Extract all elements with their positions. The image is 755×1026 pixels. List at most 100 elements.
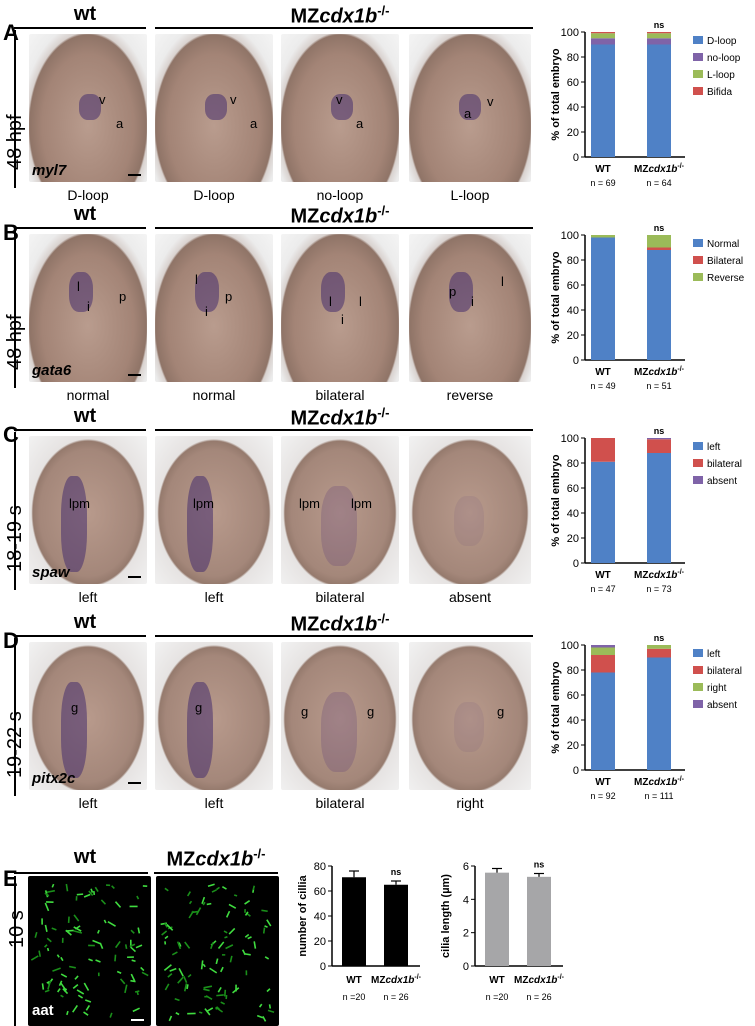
y-tick-label: 20 (314, 936, 326, 948)
cilium (69, 966, 76, 967)
y-tick-label: 40 (567, 102, 579, 114)
cilium (222, 887, 226, 889)
cilium (31, 956, 38, 960)
legend-swatch (693, 459, 703, 467)
cilium (267, 920, 271, 926)
cilium (227, 911, 230, 917)
y-tick-label: 0 (573, 355, 579, 367)
wt-title: wt (40, 3, 130, 26)
bar-segment (647, 33, 671, 38)
x-tick-label: MZcdx1b-/- (634, 366, 685, 378)
cilium (116, 902, 121, 908)
wt-title-rule-e (14, 872, 148, 874)
cilium (244, 954, 251, 955)
bar (342, 877, 366, 966)
cilium (170, 969, 177, 971)
cilium (61, 957, 63, 960)
legend-swatch (693, 36, 703, 44)
cilium (86, 1005, 89, 1010)
wt-title: wt (40, 611, 130, 634)
embryo-image: lpm (29, 436, 147, 584)
legend-swatch (693, 649, 703, 657)
x-tick-label: MZcdx1b-/- (514, 974, 565, 986)
x-tick-label: MZcdx1b-/- (371, 974, 422, 986)
cilium (73, 985, 78, 989)
bar-segment (591, 235, 615, 238)
bar-segment (647, 438, 671, 439)
cilium (98, 930, 99, 933)
cilium (104, 920, 105, 923)
legend-label: left (707, 649, 721, 660)
x-tick-label: WT (595, 367, 611, 378)
n-label: n =20 (343, 992, 366, 1002)
cilium (190, 901, 192, 904)
scale-bar (128, 782, 141, 784)
y-tick-label: 20 (567, 330, 579, 342)
cilium (52, 884, 53, 887)
n-label: n = 26 (526, 992, 551, 1002)
y-axis-label: cilia length (µm) (440, 874, 452, 958)
structure-mark: v (230, 92, 237, 107)
cilium (165, 888, 168, 890)
cilium (165, 936, 168, 938)
legend-label: right (707, 683, 727, 694)
panel-letter-A: A (3, 20, 19, 46)
cilium (189, 911, 193, 918)
panel-caption: bilateral (281, 795, 399, 811)
cilium (224, 937, 227, 938)
staining-signal (454, 496, 484, 546)
significance-label: ns (654, 426, 665, 436)
cilium (257, 1016, 263, 1018)
cilium (164, 965, 171, 971)
cilium (138, 928, 139, 934)
cilium (268, 1010, 274, 1012)
structure-mark: a (464, 106, 471, 121)
y-tick-label: 80 (567, 665, 579, 677)
y-tick-label: 100 (561, 27, 579, 39)
cilium (47, 938, 51, 941)
cilium (229, 928, 235, 934)
cilium (95, 887, 98, 891)
structure-mark: v (336, 92, 343, 107)
n-label: n = 64 (646, 178, 671, 188)
bar-segment (591, 655, 615, 673)
staining-signal (79, 94, 101, 120)
mz-title-rule (155, 635, 533, 637)
cilium (254, 941, 255, 948)
n-label: n = 47 (590, 584, 615, 594)
cilium (100, 943, 102, 949)
cilium (77, 990, 84, 994)
cilium (270, 1004, 271, 1008)
cilium (204, 986, 212, 988)
cilium (212, 890, 217, 892)
cilium (45, 990, 49, 991)
cilium (126, 944, 127, 949)
cilium (116, 941, 120, 947)
cilium (211, 942, 213, 948)
bar-segment (591, 32, 615, 33)
cilium (67, 1011, 68, 1015)
panel-caption: bilateral (281, 589, 399, 605)
cilium (265, 957, 269, 959)
cilium (84, 983, 88, 990)
scale-bar-e (131, 1019, 144, 1021)
y-tick-label: 6 (463, 861, 469, 873)
cilium (52, 928, 57, 930)
structure-mark: v (99, 92, 106, 107)
cilium (188, 975, 191, 978)
cilium (226, 945, 233, 949)
cilium (267, 989, 270, 992)
cilium (264, 928, 265, 934)
legend-swatch (693, 700, 703, 708)
legend-swatch (693, 70, 703, 78)
legend-label: Bilateral (707, 256, 743, 267)
bar-segment (647, 38, 671, 44)
cilium (206, 996, 212, 999)
cilium (85, 1000, 91, 1002)
bar-segment (647, 453, 671, 563)
panel-letter-B: B (3, 220, 19, 246)
y-tick-label: 20 (567, 127, 579, 139)
